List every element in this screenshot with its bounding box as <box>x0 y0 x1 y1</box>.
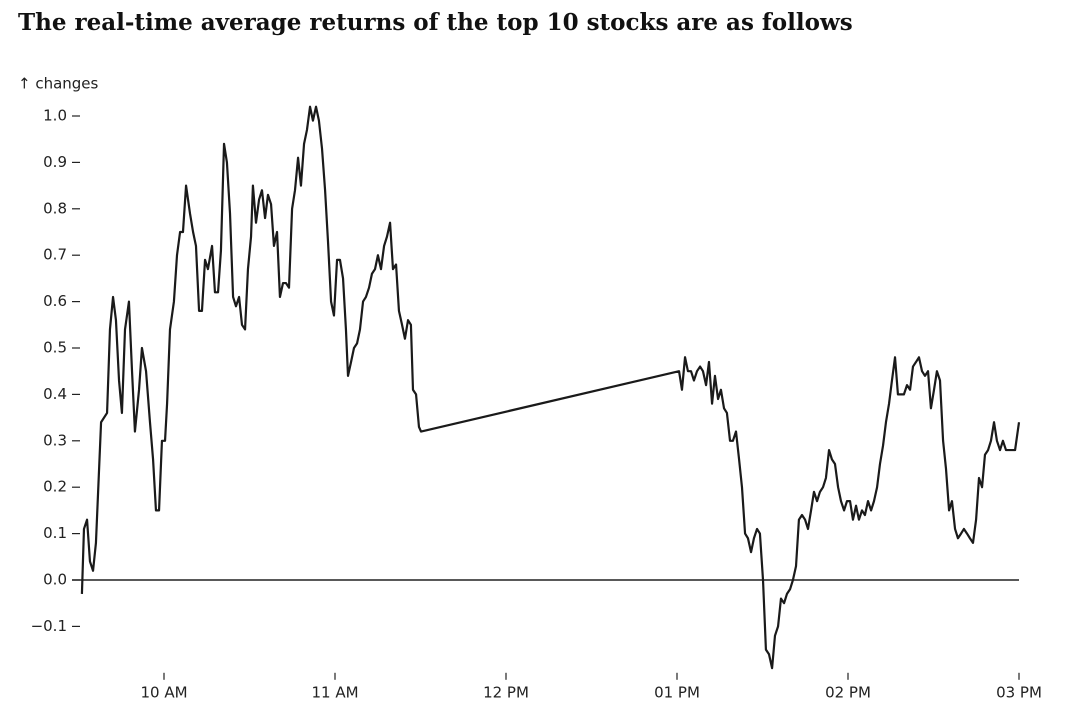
y-tick-label: 0.7 <box>43 246 67 264</box>
y-tick-label: 0.2 <box>43 478 67 496</box>
y-tick-label: 0.0 <box>43 571 67 589</box>
y-tick-label: 0.3 <box>43 431 67 449</box>
y-tick-label: 0.8 <box>43 199 67 217</box>
line <box>80 105 1021 670</box>
x-tick-label: 02 PM <box>825 683 871 701</box>
y-tick-label: 0.4 <box>43 385 67 403</box>
y-tick-label: 0.6 <box>43 292 67 310</box>
x-tick-label: 10 AM <box>140 683 187 701</box>
y-axis-label: ↑ changes <box>18 75 99 93</box>
x-tick-label: 03 PM <box>996 683 1042 701</box>
y-tick-label: 1.0 <box>43 107 67 125</box>
y-tick-label: 0.5 <box>43 339 67 357</box>
chart-title: The real-time average returns of the top… <box>18 9 853 36</box>
y-tick-label: 0.9 <box>43 153 67 171</box>
x-tick-label: 11 AM <box>311 683 358 701</box>
x-tick-label: 12 PM <box>483 683 529 701</box>
y-tick-label: 0.1 <box>43 524 67 542</box>
x-tick-label: 01 PM <box>654 683 700 701</box>
y-tick-label: −0.1 <box>31 617 67 635</box>
